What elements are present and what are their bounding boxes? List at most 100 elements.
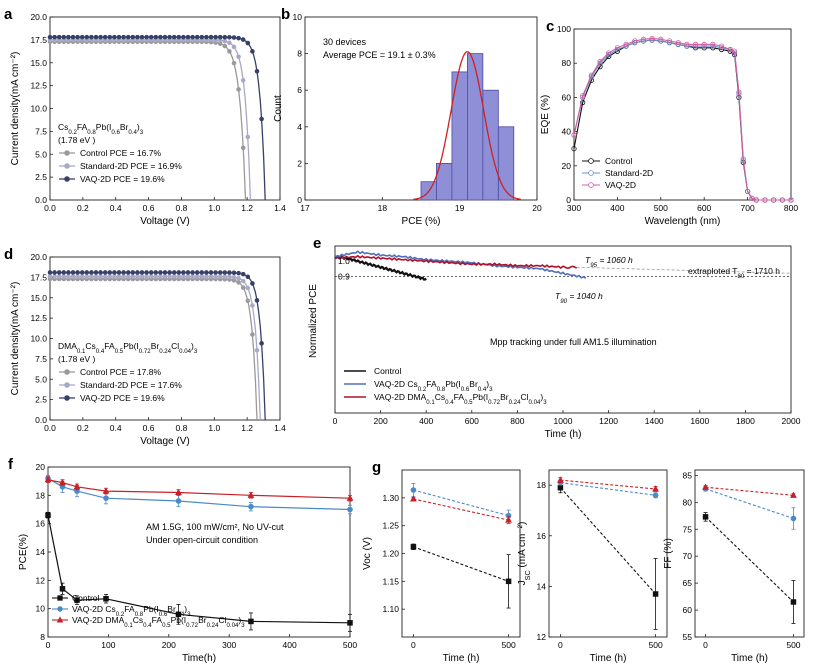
- x-axis-label: Voltage (V): [140, 436, 189, 447]
- jv-point: [181, 34, 186, 40]
- y-tick-label: 5.0: [35, 149, 47, 159]
- jv-point: [139, 270, 145, 275]
- text-part: ): [517, 522, 528, 525]
- metric-point: [410, 487, 417, 493]
- text-part: 0.4: [128, 129, 137, 136]
- y-tick-label: 0.9: [338, 271, 350, 281]
- legend-label: Standard-2D PCE = 16.9%: [80, 161, 182, 171]
- text-part: SC: [523, 570, 532, 580]
- jv-point: [139, 34, 145, 40]
- pce-point: [175, 611, 182, 618]
- plot-frame-g2: [548, 469, 668, 638]
- y-tick-label: 10.0: [30, 104, 47, 114]
- jv-point: [185, 274, 191, 279]
- x-tick-label: 800: [510, 416, 524, 426]
- y-axis-label: EQE (%): [540, 95, 551, 134]
- text-part: 0.72: [488, 399, 500, 406]
- x-tick-label: 0.4: [110, 423, 122, 433]
- x-tick-label: 1200: [599, 416, 618, 426]
- jv-point: [66, 274, 71, 279]
- jv-point: [199, 274, 205, 279]
- text-part: 0.1: [426, 399, 435, 406]
- text-part: FA: [152, 615, 163, 625]
- legend-marker: [64, 150, 70, 156]
- text-part: ): [486, 379, 489, 389]
- metric-point: [790, 599, 797, 605]
- jv-point: [98, 34, 103, 40]
- panel-label: f: [8, 456, 14, 473]
- text-part: 0.8: [87, 129, 96, 136]
- pce-line-1: [47, 477, 351, 511]
- jv-point: [158, 270, 163, 275]
- text-part: Br: [151, 341, 160, 351]
- jv-point: [135, 34, 140, 40]
- jv-point: [61, 270, 67, 275]
- x-tick-label: 300: [222, 640, 236, 650]
- jv-point: [89, 270, 94, 275]
- jv-point: [158, 274, 163, 279]
- jv-point: [250, 281, 255, 286]
- jv-point: [107, 34, 113, 40]
- x-axis-label: Time (h): [545, 429, 582, 440]
- jv-point: [240, 78, 246, 83]
- eqe-point: [753, 197, 759, 203]
- x-tick-label: 0: [333, 416, 338, 426]
- x-tick-label: 700: [741, 203, 755, 213]
- jv-point: [148, 270, 154, 275]
- x-tick-label: 0.6: [143, 203, 155, 213]
- jv-point: [236, 280, 241, 285]
- eqe-point: [788, 197, 794, 203]
- text-part: Br: [500, 392, 509, 402]
- jv-point: [162, 274, 168, 279]
- eqe-point: [771, 197, 777, 203]
- text-part: 0.5: [162, 622, 171, 629]
- y-tick-label: 20: [36, 462, 46, 472]
- y-tick-label: 12.5: [30, 313, 47, 323]
- text-part: 0.2: [68, 129, 77, 136]
- text-part: Cs: [133, 615, 143, 625]
- x-tick-label: 0.0: [44, 423, 56, 433]
- jv-point: [213, 274, 218, 279]
- text-part: 0.6: [461, 386, 470, 393]
- pce-point: [248, 618, 254, 625]
- eqe-point: [623, 41, 629, 47]
- metric-point: [702, 514, 709, 520]
- jv-point: [79, 34, 85, 40]
- jv-point: [52, 34, 57, 40]
- text-part: Pb(I: [96, 122, 112, 132]
- x-tick-label: 1800: [736, 416, 755, 426]
- jv-point: [254, 347, 260, 353]
- y-tick-label: 20.0: [30, 252, 47, 262]
- x-tick-label: 1.2: [241, 423, 253, 433]
- x-tick-label: 200: [374, 416, 388, 426]
- text-part: Cs: [435, 392, 445, 402]
- text-part: Cs: [85, 341, 95, 351]
- eqe-point: [684, 41, 690, 47]
- text-part: FA: [426, 379, 437, 389]
- jv-point: [222, 34, 228, 40]
- jv-point: [190, 270, 195, 275]
- text-part: Cl: [520, 392, 528, 402]
- text-part: FA: [124, 604, 135, 614]
- jv-point: [236, 54, 241, 60]
- text-part: 3: [489, 386, 493, 393]
- eqe-point: [640, 36, 647, 42]
- text-part: T: [585, 255, 591, 265]
- jv-point: [144, 34, 149, 40]
- jv-point: [107, 274, 113, 279]
- histogram-bar: [466, 53, 484, 201]
- x-tick-label: 2000: [782, 416, 801, 426]
- jv-point: [194, 274, 200, 279]
- jv-point: [125, 270, 131, 275]
- text-part: Pb(I: [123, 341, 139, 351]
- jv-point: [130, 34, 136, 40]
- panel-label: c: [546, 18, 554, 35]
- jv-point: [116, 274, 122, 279]
- text-part: ): [191, 341, 194, 351]
- text-part: 0.2: [418, 386, 427, 393]
- legend-label: Standard-2D PCE = 17.6%: [80, 380, 182, 390]
- y-tick-label: 12: [537, 632, 547, 642]
- text-part: 3: [543, 399, 547, 406]
- histogram-annotation: 30 devices: [323, 37, 367, 47]
- pce-point: [45, 512, 51, 518]
